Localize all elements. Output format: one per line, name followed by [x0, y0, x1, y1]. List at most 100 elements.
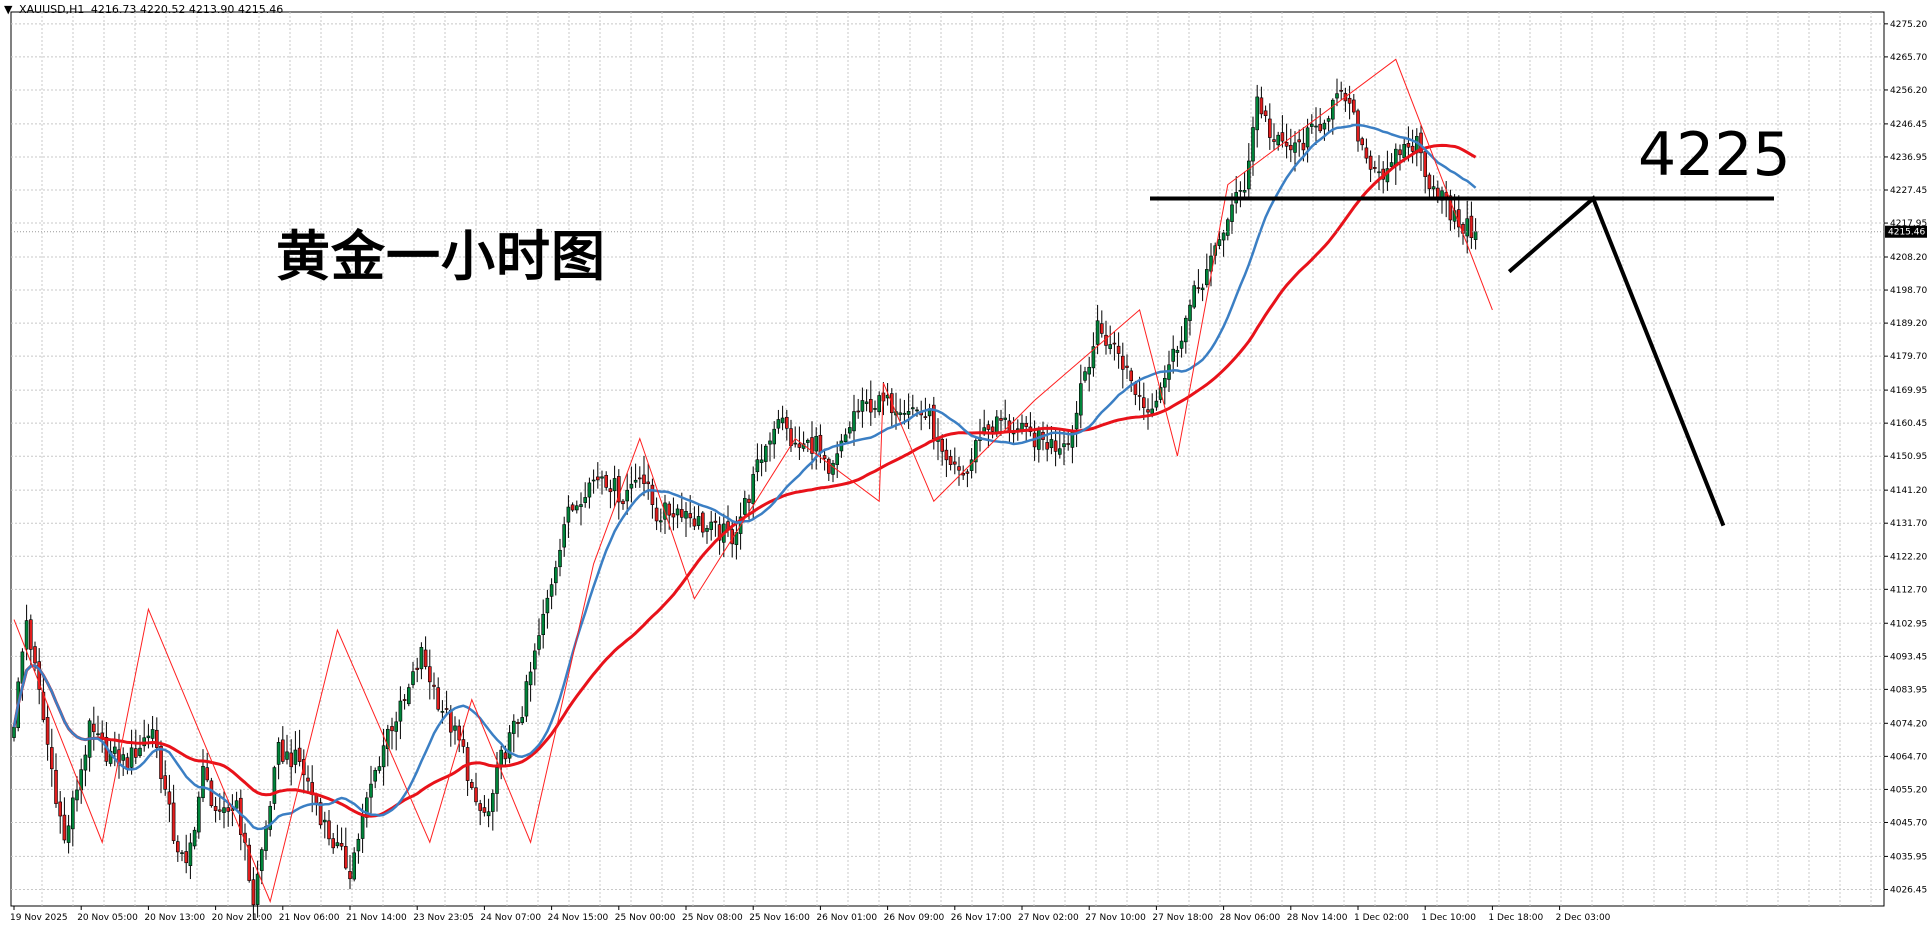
candle-body — [864, 401, 869, 404]
candle-body — [129, 747, 134, 768]
candle-body — [763, 445, 768, 462]
candle-body — [860, 400, 865, 412]
y-tick-label: 4055.20 — [1890, 785, 1927, 795]
candle — [873, 400, 877, 418]
candle-body — [742, 498, 747, 515]
candle — [234, 791, 239, 811]
candle — [1188, 299, 1192, 336]
candle — [549, 578, 554, 610]
candle — [768, 432, 772, 462]
candle — [390, 717, 394, 750]
candle — [621, 498, 625, 510]
candle-body — [45, 717, 50, 745]
menu-triangle-icon[interactable]: ▼ — [4, 3, 13, 16]
candle-body — [138, 747, 142, 756]
candle-body — [1053, 440, 1058, 452]
x-tick-label: 20 Nov 05:00 — [77, 913, 138, 923]
candle-body — [1469, 215, 1474, 239]
candle — [629, 466, 634, 503]
candle — [1083, 366, 1087, 383]
candle-body — [427, 666, 432, 683]
candle — [1242, 171, 1247, 197]
candle — [742, 490, 747, 517]
candle-body — [293, 749, 298, 765]
candle — [45, 703, 50, 761]
candle-body — [915, 409, 919, 412]
candle-body — [667, 503, 672, 516]
candle — [1410, 129, 1415, 164]
candle-body — [940, 438, 945, 452]
candle — [1280, 115, 1285, 148]
candle — [423, 636, 428, 670]
candle-body — [461, 739, 466, 747]
candle-body — [1389, 162, 1394, 167]
candle — [188, 833, 193, 880]
candle — [1209, 243, 1213, 287]
y-tick-label: 4112.70 — [1890, 585, 1927, 595]
candle — [197, 791, 201, 839]
candle — [184, 834, 188, 874]
candle — [381, 728, 386, 786]
candle — [566, 495, 571, 538]
candle — [1389, 153, 1394, 169]
candle — [591, 469, 596, 494]
symbol-label: XAUUSD,H1 — [18, 3, 85, 16]
candle-body — [923, 416, 928, 418]
candle-body — [394, 721, 399, 732]
candle — [259, 847, 264, 885]
candle-body — [1230, 204, 1234, 222]
current-price-tag — [1885, 225, 1927, 238]
candle-body — [1335, 93, 1339, 99]
candle-body — [495, 767, 499, 794]
candle-body — [352, 852, 357, 880]
candle-body — [805, 439, 810, 443]
candle — [973, 438, 978, 474]
candle — [1347, 85, 1352, 120]
candle-body — [444, 708, 449, 710]
candle — [1192, 280, 1196, 310]
candle-body — [671, 513, 676, 518]
candle — [37, 648, 42, 705]
candle — [709, 510, 714, 541]
candle-body — [24, 620, 29, 650]
candle — [898, 398, 903, 421]
candle-body — [259, 849, 264, 871]
candle — [957, 456, 961, 486]
candle — [1335, 78, 1339, 107]
candle — [1373, 161, 1377, 173]
candle — [339, 827, 344, 851]
candle — [129, 729, 134, 775]
zigzag-line — [13, 58, 1493, 904]
candle-body — [419, 647, 424, 670]
candle — [285, 734, 289, 765]
candle-body — [696, 516, 701, 526]
candle-body — [1238, 190, 1243, 192]
candle-body — [986, 424, 991, 430]
candle-body — [1179, 340, 1184, 349]
candle-body — [1268, 118, 1272, 138]
candle-body — [822, 455, 827, 459]
candle-body — [600, 476, 604, 479]
candle — [373, 767, 378, 789]
candle — [847, 421, 852, 439]
candle-body — [873, 408, 877, 410]
candle-body — [167, 791, 172, 805]
candle — [650, 478, 655, 519]
candle — [1263, 105, 1268, 122]
candle-body — [155, 729, 159, 748]
candle-body — [642, 474, 646, 484]
candle-body — [1406, 142, 1411, 148]
candle-body — [574, 505, 579, 511]
candle-body — [797, 443, 802, 448]
candle — [83, 745, 88, 787]
candle-body — [1154, 400, 1159, 408]
candle-body — [898, 412, 903, 415]
x-tick-label: 23 Nov 23:05 — [413, 913, 474, 923]
candle-body — [537, 635, 541, 650]
candle — [327, 809, 331, 846]
candle-body — [1368, 155, 1373, 170]
candle-body — [209, 780, 214, 806]
candle — [952, 447, 957, 475]
candle — [1259, 86, 1264, 119]
candle — [860, 387, 865, 428]
